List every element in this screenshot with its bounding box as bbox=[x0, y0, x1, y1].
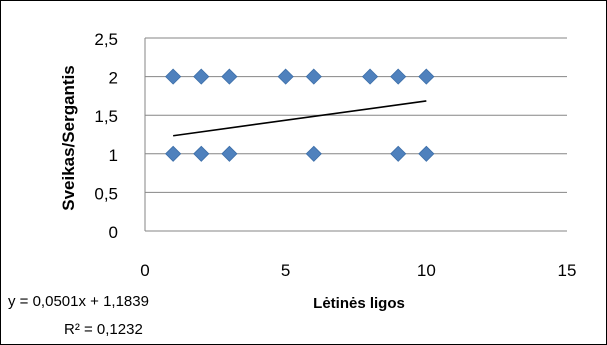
y-tick-label: 1,5 bbox=[94, 107, 118, 126]
x-tick-label: 5 bbox=[281, 261, 290, 280]
data-point bbox=[193, 68, 210, 85]
y-tick-label: 2,5 bbox=[94, 30, 118, 49]
data-point bbox=[305, 145, 322, 162]
x-axis-label: Lėtinės ligos bbox=[313, 295, 405, 312]
gridlines bbox=[144, 37, 567, 232]
data-points bbox=[165, 68, 435, 162]
data-point bbox=[277, 68, 294, 85]
data-point bbox=[165, 68, 182, 85]
x-tick-label: 15 bbox=[558, 261, 577, 280]
y-tick-labels: 0 0,5 1 1,5 2 2,5 bbox=[94, 30, 118, 242]
x-tick-label: 10 bbox=[417, 261, 436, 280]
trendline-equation: y = 0,0501x + 1,1839 bbox=[8, 293, 149, 310]
x-tick-label: 0 bbox=[140, 261, 149, 280]
trendline bbox=[173, 100, 427, 137]
trendline-group bbox=[173, 100, 427, 137]
data-point bbox=[362, 68, 379, 85]
y-tick-label: 0,5 bbox=[94, 184, 118, 203]
data-point bbox=[390, 68, 407, 85]
data-point bbox=[418, 145, 435, 162]
data-point bbox=[165, 145, 182, 162]
y-tick-label: 0 bbox=[109, 223, 118, 242]
trendline-r-squared: R² = 0,1232 bbox=[64, 321, 143, 338]
data-point bbox=[221, 145, 238, 162]
y-tick-label: 1 bbox=[109, 146, 118, 165]
data-point bbox=[418, 68, 435, 85]
y-tick-label: 2 bbox=[109, 69, 118, 88]
data-point bbox=[390, 145, 407, 162]
data-point bbox=[221, 68, 238, 85]
x-tick-labels: 0 5 10 15 bbox=[140, 261, 576, 280]
y-axis-label: Sveikas/Sergantis bbox=[59, 65, 78, 211]
data-point bbox=[193, 145, 210, 162]
data-point bbox=[305, 68, 322, 85]
